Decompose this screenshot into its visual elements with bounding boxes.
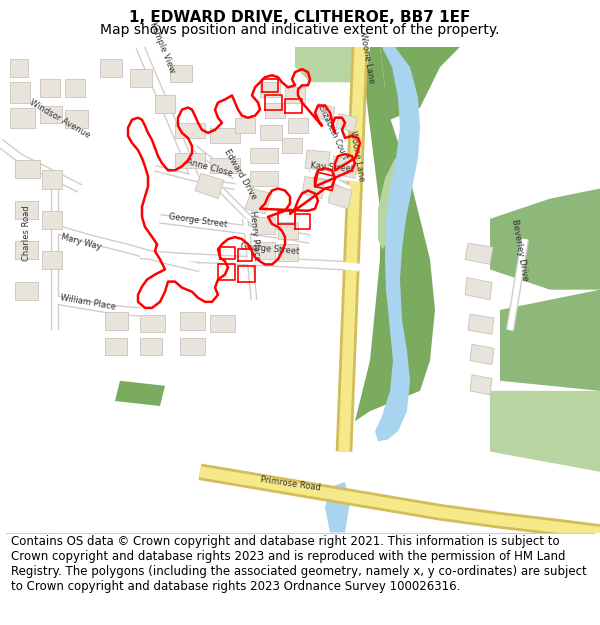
Polygon shape [328, 184, 352, 209]
Polygon shape [235, 118, 255, 133]
Polygon shape [15, 282, 38, 300]
Polygon shape [15, 201, 38, 219]
Text: Beverley Drive: Beverley Drive [510, 218, 530, 282]
Polygon shape [105, 338, 127, 356]
Polygon shape [332, 156, 357, 178]
Polygon shape [180, 312, 205, 330]
Polygon shape [10, 82, 30, 102]
Text: Elizabeth Court: Elizabeth Court [316, 102, 349, 160]
Polygon shape [282, 138, 302, 153]
Text: George Street: George Street [168, 212, 228, 229]
Text: Map shows position and indicative extent of the property.: Map shows position and indicative extent… [100, 22, 500, 36]
Polygon shape [288, 118, 308, 133]
Polygon shape [65, 79, 85, 98]
Polygon shape [42, 251, 62, 269]
Polygon shape [336, 114, 357, 132]
Polygon shape [10, 107, 35, 128]
Polygon shape [295, 47, 370, 82]
Polygon shape [40, 106, 62, 122]
Polygon shape [260, 125, 282, 140]
Text: Kemple View: Kemple View [148, 21, 176, 74]
Polygon shape [175, 122, 205, 138]
Polygon shape [465, 243, 493, 264]
Text: 1, EDWARD DRIVE, CLITHEROE, BB7 1EF: 1, EDWARD DRIVE, CLITHEROE, BB7 1EF [130, 10, 470, 25]
Polygon shape [15, 241, 38, 259]
Text: Primrose Road: Primrose Road [260, 474, 322, 492]
Polygon shape [255, 217, 275, 234]
Text: Mary Way: Mary Way [60, 232, 102, 251]
Polygon shape [470, 344, 494, 364]
Polygon shape [250, 148, 278, 163]
Polygon shape [265, 102, 285, 118]
Polygon shape [170, 65, 192, 82]
Polygon shape [325, 482, 350, 532]
Polygon shape [305, 150, 330, 170]
Text: Anne Close: Anne Close [185, 158, 233, 178]
Polygon shape [370, 47, 460, 128]
Text: Charles Road: Charles Road [22, 206, 31, 261]
Polygon shape [130, 69, 152, 88]
Polygon shape [105, 312, 128, 330]
Polygon shape [255, 242, 275, 259]
Polygon shape [40, 79, 60, 98]
Polygon shape [465, 278, 492, 300]
Polygon shape [490, 391, 600, 472]
Polygon shape [245, 189, 272, 214]
Polygon shape [155, 96, 175, 112]
Polygon shape [140, 338, 162, 356]
Text: Woone Lane: Woone Lane [348, 130, 366, 182]
Text: Kay Street: Kay Street [310, 161, 355, 173]
Polygon shape [210, 158, 240, 173]
Polygon shape [175, 153, 205, 168]
Polygon shape [42, 170, 62, 189]
Polygon shape [260, 82, 280, 98]
Polygon shape [15, 160, 40, 178]
Polygon shape [278, 222, 298, 239]
Polygon shape [375, 47, 420, 441]
Polygon shape [100, 59, 122, 78]
Polygon shape [65, 109, 88, 128]
Text: Contains OS data © Crown copyright and database right 2021. This information is : Contains OS data © Crown copyright and d… [11, 535, 587, 593]
Polygon shape [285, 88, 305, 103]
Polygon shape [470, 374, 492, 395]
Polygon shape [490, 189, 600, 290]
Polygon shape [302, 176, 325, 199]
Polygon shape [42, 211, 62, 229]
Polygon shape [210, 315, 235, 332]
Polygon shape [180, 338, 205, 356]
Text: Windsor Avenue: Windsor Avenue [28, 98, 92, 140]
Polygon shape [468, 314, 494, 334]
Polygon shape [10, 59, 28, 78]
Text: Henry Place: Henry Place [248, 210, 262, 261]
Polygon shape [115, 381, 165, 406]
Polygon shape [355, 47, 435, 421]
Polygon shape [140, 315, 165, 332]
Polygon shape [195, 173, 224, 199]
Polygon shape [315, 104, 335, 122]
Text: George Street: George Street [240, 242, 299, 256]
Polygon shape [250, 171, 278, 186]
Polygon shape [278, 244, 298, 261]
Polygon shape [500, 290, 600, 391]
Text: Woone Lane: Woone Lane [358, 32, 376, 84]
Polygon shape [210, 128, 240, 143]
Polygon shape [378, 158, 410, 249]
Text: Edward Drive: Edward Drive [222, 147, 258, 201]
Text: William Place: William Place [60, 293, 117, 312]
